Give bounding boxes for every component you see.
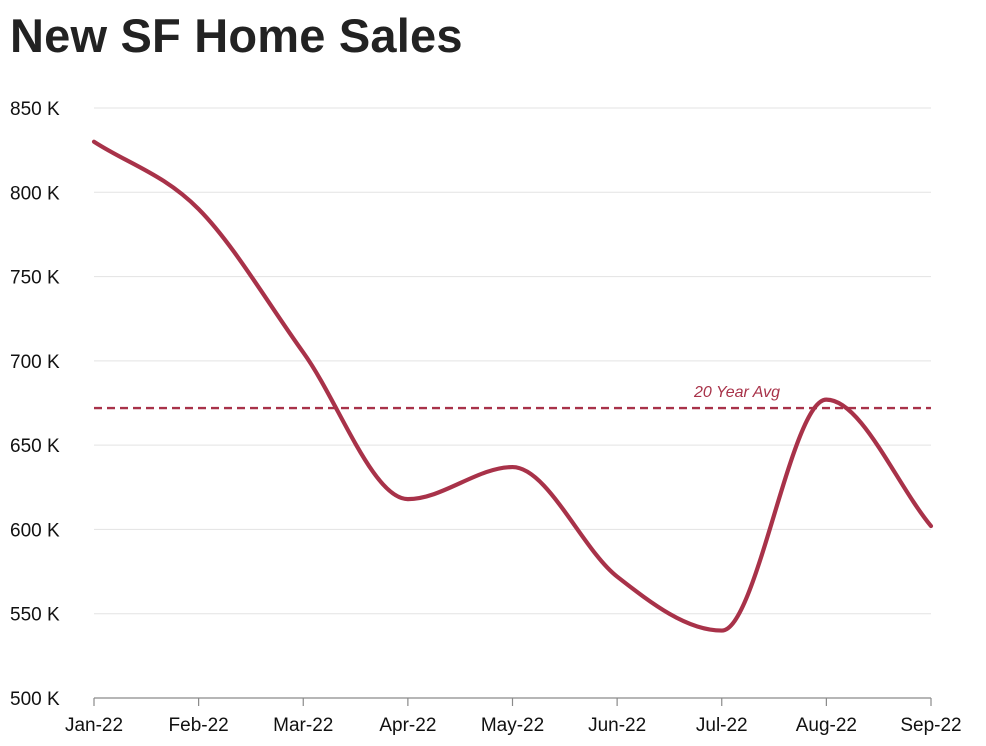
y-tick-label: 750 K (10, 268, 60, 289)
x-tick-label: Apr-22 (379, 715, 436, 736)
x-tick-label: Jul-22 (696, 715, 748, 736)
gridlines (94, 107, 931, 615)
y-tick-label: 700 K (10, 352, 60, 373)
x-tick-label: May-22 (481, 715, 544, 736)
y-tick-label: 600 K (10, 520, 60, 541)
y-tick-label: 500 K (10, 689, 60, 710)
x-tick-label: Feb-22 (169, 715, 229, 736)
chart-title: New SF Home Sales (10, 9, 463, 62)
reference-line-label: 20 Year Avg (693, 384, 780, 401)
x-tick-label: Sep-22 (900, 715, 961, 736)
y-tick-label: 800 K (10, 183, 60, 204)
y-tick-label: 850 K (10, 99, 60, 120)
series-group (91, 139, 934, 633)
y-tick-label: 550 K (10, 605, 60, 626)
reference-line-group: 20 Year Avg (94, 384, 931, 410)
series-line (91, 139, 934, 633)
x-tick-label: Mar-22 (273, 715, 333, 736)
tick-labels: 500 K 550 K 600 K 650 K 700 K 750 K 800 K 850 K… (10, 99, 962, 736)
axes (93, 697, 932, 706)
y-tick-label: 650 K (10, 436, 60, 457)
x-tick-label: Jun-22 (588, 715, 646, 736)
x-tick-label: Aug-22 (796, 715, 857, 736)
x-tick-label: Jan-22 (65, 715, 123, 736)
